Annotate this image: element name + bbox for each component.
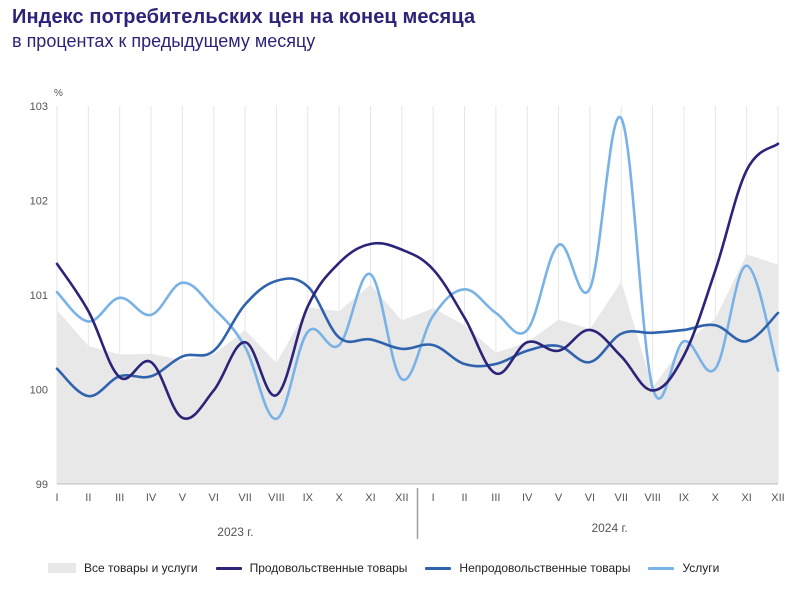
x-tick-label: VI <box>585 492 595 504</box>
legend-item-services: Услуги <box>648 561 719 575</box>
x-tick-label: VIII <box>268 492 285 504</box>
x-tick-label: V <box>179 492 187 504</box>
x-tick-label: VIII <box>644 492 661 504</box>
x-tick-label: IX <box>303 492 314 504</box>
x-tick-label: IV <box>522 492 533 504</box>
x-tick-label: X <box>335 492 343 504</box>
x-tick-label: IV <box>146 492 157 504</box>
legend-item-all: Все товары и услуги <box>48 561 198 575</box>
legend-item-food: Продовольственные товары <box>215 561 408 575</box>
line-series-layer <box>55 115 780 421</box>
x-tick-label: II <box>85 492 91 504</box>
legend-swatch-food <box>215 566 242 570</box>
x-tick-label: XI <box>365 492 375 504</box>
x-tick-label: III <box>115 492 124 504</box>
year-label-2024: 2024 г. <box>591 521 627 535</box>
x-tick-label: I <box>432 492 435 504</box>
legend-label-nonfood: Непродовольственные товары <box>459 561 631 575</box>
legend-label-services: Услуги <box>682 561 720 575</box>
chart-legend: Все товары и услуги Продовольственные то… <box>48 561 737 575</box>
x-tick-label: VI <box>209 492 219 504</box>
y-unit-label: % <box>54 88 63 99</box>
legend-swatch-services <box>648 566 675 570</box>
y-tick-label: 101 <box>30 290 48 302</box>
x-tick-label: XII <box>395 492 408 504</box>
line-series-food <box>55 142 780 420</box>
chart-subtitle: в процентах к предыдущему месяцу <box>12 31 316 51</box>
chart-title: Индекс потребительских цен на конец меся… <box>12 6 476 28</box>
legend-swatch-all <box>48 563 76 573</box>
x-tick-label: X <box>712 492 720 504</box>
y-tick-label: 99 <box>36 479 48 491</box>
x-tick-label: II <box>461 492 467 504</box>
line-series-nonfood <box>55 277 780 398</box>
x-tick-label: IX <box>679 492 690 504</box>
area-series-layer <box>57 254 778 484</box>
x-tick-label: I <box>55 492 58 504</box>
legend-label-food: Продовольственные товары <box>249 561 408 575</box>
y-tick-label: 103 <box>30 101 48 113</box>
x-tick-label: V <box>555 492 563 504</box>
x-tick-label: III <box>491 492 500 504</box>
x-tick-label: XI <box>741 492 751 504</box>
x-tick-label: VII <box>615 492 628 504</box>
x-tick-label: XII <box>771 492 784 504</box>
legend-item-nonfood: Непродовольственные товары <box>425 561 630 575</box>
y-tick-label: 102 <box>30 196 48 208</box>
legend-swatch-nonfood <box>425 566 452 570</box>
x-tick-label: VII <box>238 492 251 504</box>
y-tick-label: 100 <box>30 385 48 397</box>
year-label-2023: 2023 г. <box>217 525 253 539</box>
legend-label-all: Все товары и услуги <box>84 561 198 575</box>
area-series-all-goods-services <box>57 254 778 484</box>
line-series-services <box>55 115 780 421</box>
